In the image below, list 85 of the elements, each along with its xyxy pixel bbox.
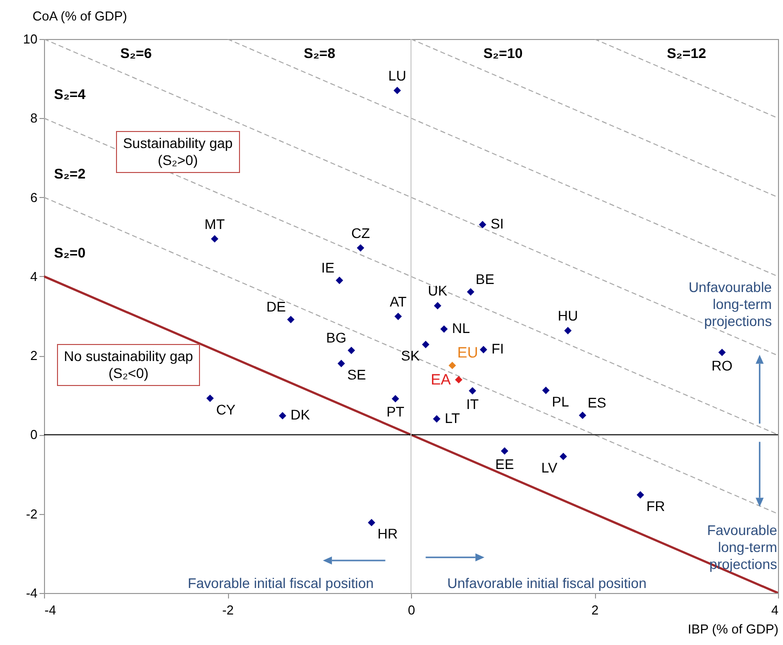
series-label: S₂=8 <box>304 45 336 61</box>
annotation: IE <box>321 259 334 276</box>
annotation: DE <box>266 298 286 315</box>
x-axis-title: IBP (% of GDP) <box>688 622 778 636</box>
series-label: S₂=6 <box>120 45 152 61</box>
annotation: HU <box>558 308 578 324</box>
point <box>478 220 486 228</box>
point <box>455 376 462 384</box>
x-tick-label: 2 <box>591 602 599 618</box>
annotation: PT <box>386 404 405 420</box>
annotation: HR <box>378 526 398 542</box>
annotation: ES <box>588 394 606 410</box>
annotation: IT <box>466 396 480 412</box>
point <box>210 235 218 243</box>
annotation: BG <box>326 329 346 346</box>
y-tick-label: 6 <box>30 190 38 205</box>
point <box>500 447 508 455</box>
annotation: Favorable initial fiscal position <box>188 574 374 592</box>
point <box>466 288 474 296</box>
y-tick-label: 2 <box>30 348 38 364</box>
annotation: NL <box>452 320 470 336</box>
y-tick-label: 10 <box>23 32 38 46</box>
point <box>560 452 568 460</box>
y-tick-label: -4 <box>26 586 38 600</box>
series-label: S₂=12 <box>666 45 706 61</box>
series-label: S₂=10 <box>483 45 523 61</box>
point <box>336 276 344 284</box>
y-tick-label: 0 <box>30 427 38 442</box>
annotation: MT <box>204 216 226 232</box>
annotation: EE <box>495 456 514 472</box>
series-label: S₂=4 <box>54 86 86 102</box>
y-tick-label: 8 <box>30 110 38 126</box>
series-label: EU <box>457 344 478 362</box>
x-tick-label: -4 <box>44 602 56 618</box>
annotation: SE <box>347 366 366 382</box>
y-tick-label: -2 <box>26 506 38 522</box>
point <box>578 412 586 420</box>
annotation: AT <box>390 293 408 310</box>
point <box>348 346 356 354</box>
annotation: CY <box>216 401 236 418</box>
text-box: Sustainability gap (S₂>0) <box>116 130 240 173</box>
x-tick-label: 0 <box>408 602 416 618</box>
annotation: Unfavourable long-term projections <box>688 279 772 330</box>
point <box>278 412 286 420</box>
annotation: RO <box>712 357 733 374</box>
annotation: PL <box>552 393 570 410</box>
x-tick-label: 4 <box>771 602 778 618</box>
point <box>394 312 402 320</box>
point <box>356 244 364 252</box>
annotation: CZ <box>351 224 370 241</box>
annotation: SI <box>490 216 504 232</box>
point <box>440 325 448 333</box>
annotation: LT <box>444 410 460 426</box>
annotation: DK <box>290 406 311 423</box>
annotation: LU <box>388 67 406 84</box>
annotation: BE <box>476 270 494 287</box>
annotation: UK <box>428 282 448 299</box>
point <box>480 346 488 354</box>
point <box>718 348 726 356</box>
series-label: EA <box>430 372 451 389</box>
annotation: Favourable long-term projections <box>707 522 778 573</box>
annotation: FR <box>646 498 666 514</box>
point <box>434 302 442 310</box>
series-label: S₂=0 <box>54 244 86 260</box>
point <box>392 394 400 402</box>
point <box>422 340 430 348</box>
point <box>468 387 476 394</box>
annotation: LV <box>541 459 558 476</box>
point <box>542 386 550 394</box>
annotation: Unfavorable initial fiscal position <box>447 575 646 592</box>
point <box>368 518 376 526</box>
point <box>206 394 214 402</box>
x-tick-label: -2 <box>222 602 234 618</box>
y-axis-title: CoA (% of GDP) <box>32 8 128 24</box>
text-box: No sustainability gap (S₂<0) <box>56 344 200 386</box>
point <box>448 362 456 370</box>
point <box>636 491 644 499</box>
annotation: FI <box>491 340 504 357</box>
y-tick-label: 4 <box>30 268 38 284</box>
point <box>564 326 572 334</box>
point <box>432 415 440 423</box>
point <box>287 316 295 324</box>
annotation: SK <box>400 347 420 364</box>
point <box>394 86 401 94</box>
series-label: S₂=2 <box>54 165 86 182</box>
